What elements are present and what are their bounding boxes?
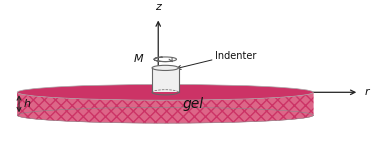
Ellipse shape — [152, 65, 178, 71]
Text: gel: gel — [183, 97, 204, 111]
Text: r: r — [364, 87, 369, 97]
Text: Indenter: Indenter — [215, 51, 256, 61]
Ellipse shape — [17, 84, 313, 100]
Polygon shape — [152, 68, 178, 92]
Text: M: M — [134, 54, 143, 64]
Polygon shape — [17, 92, 313, 123]
Text: h: h — [23, 99, 30, 109]
Text: z: z — [155, 2, 161, 12]
